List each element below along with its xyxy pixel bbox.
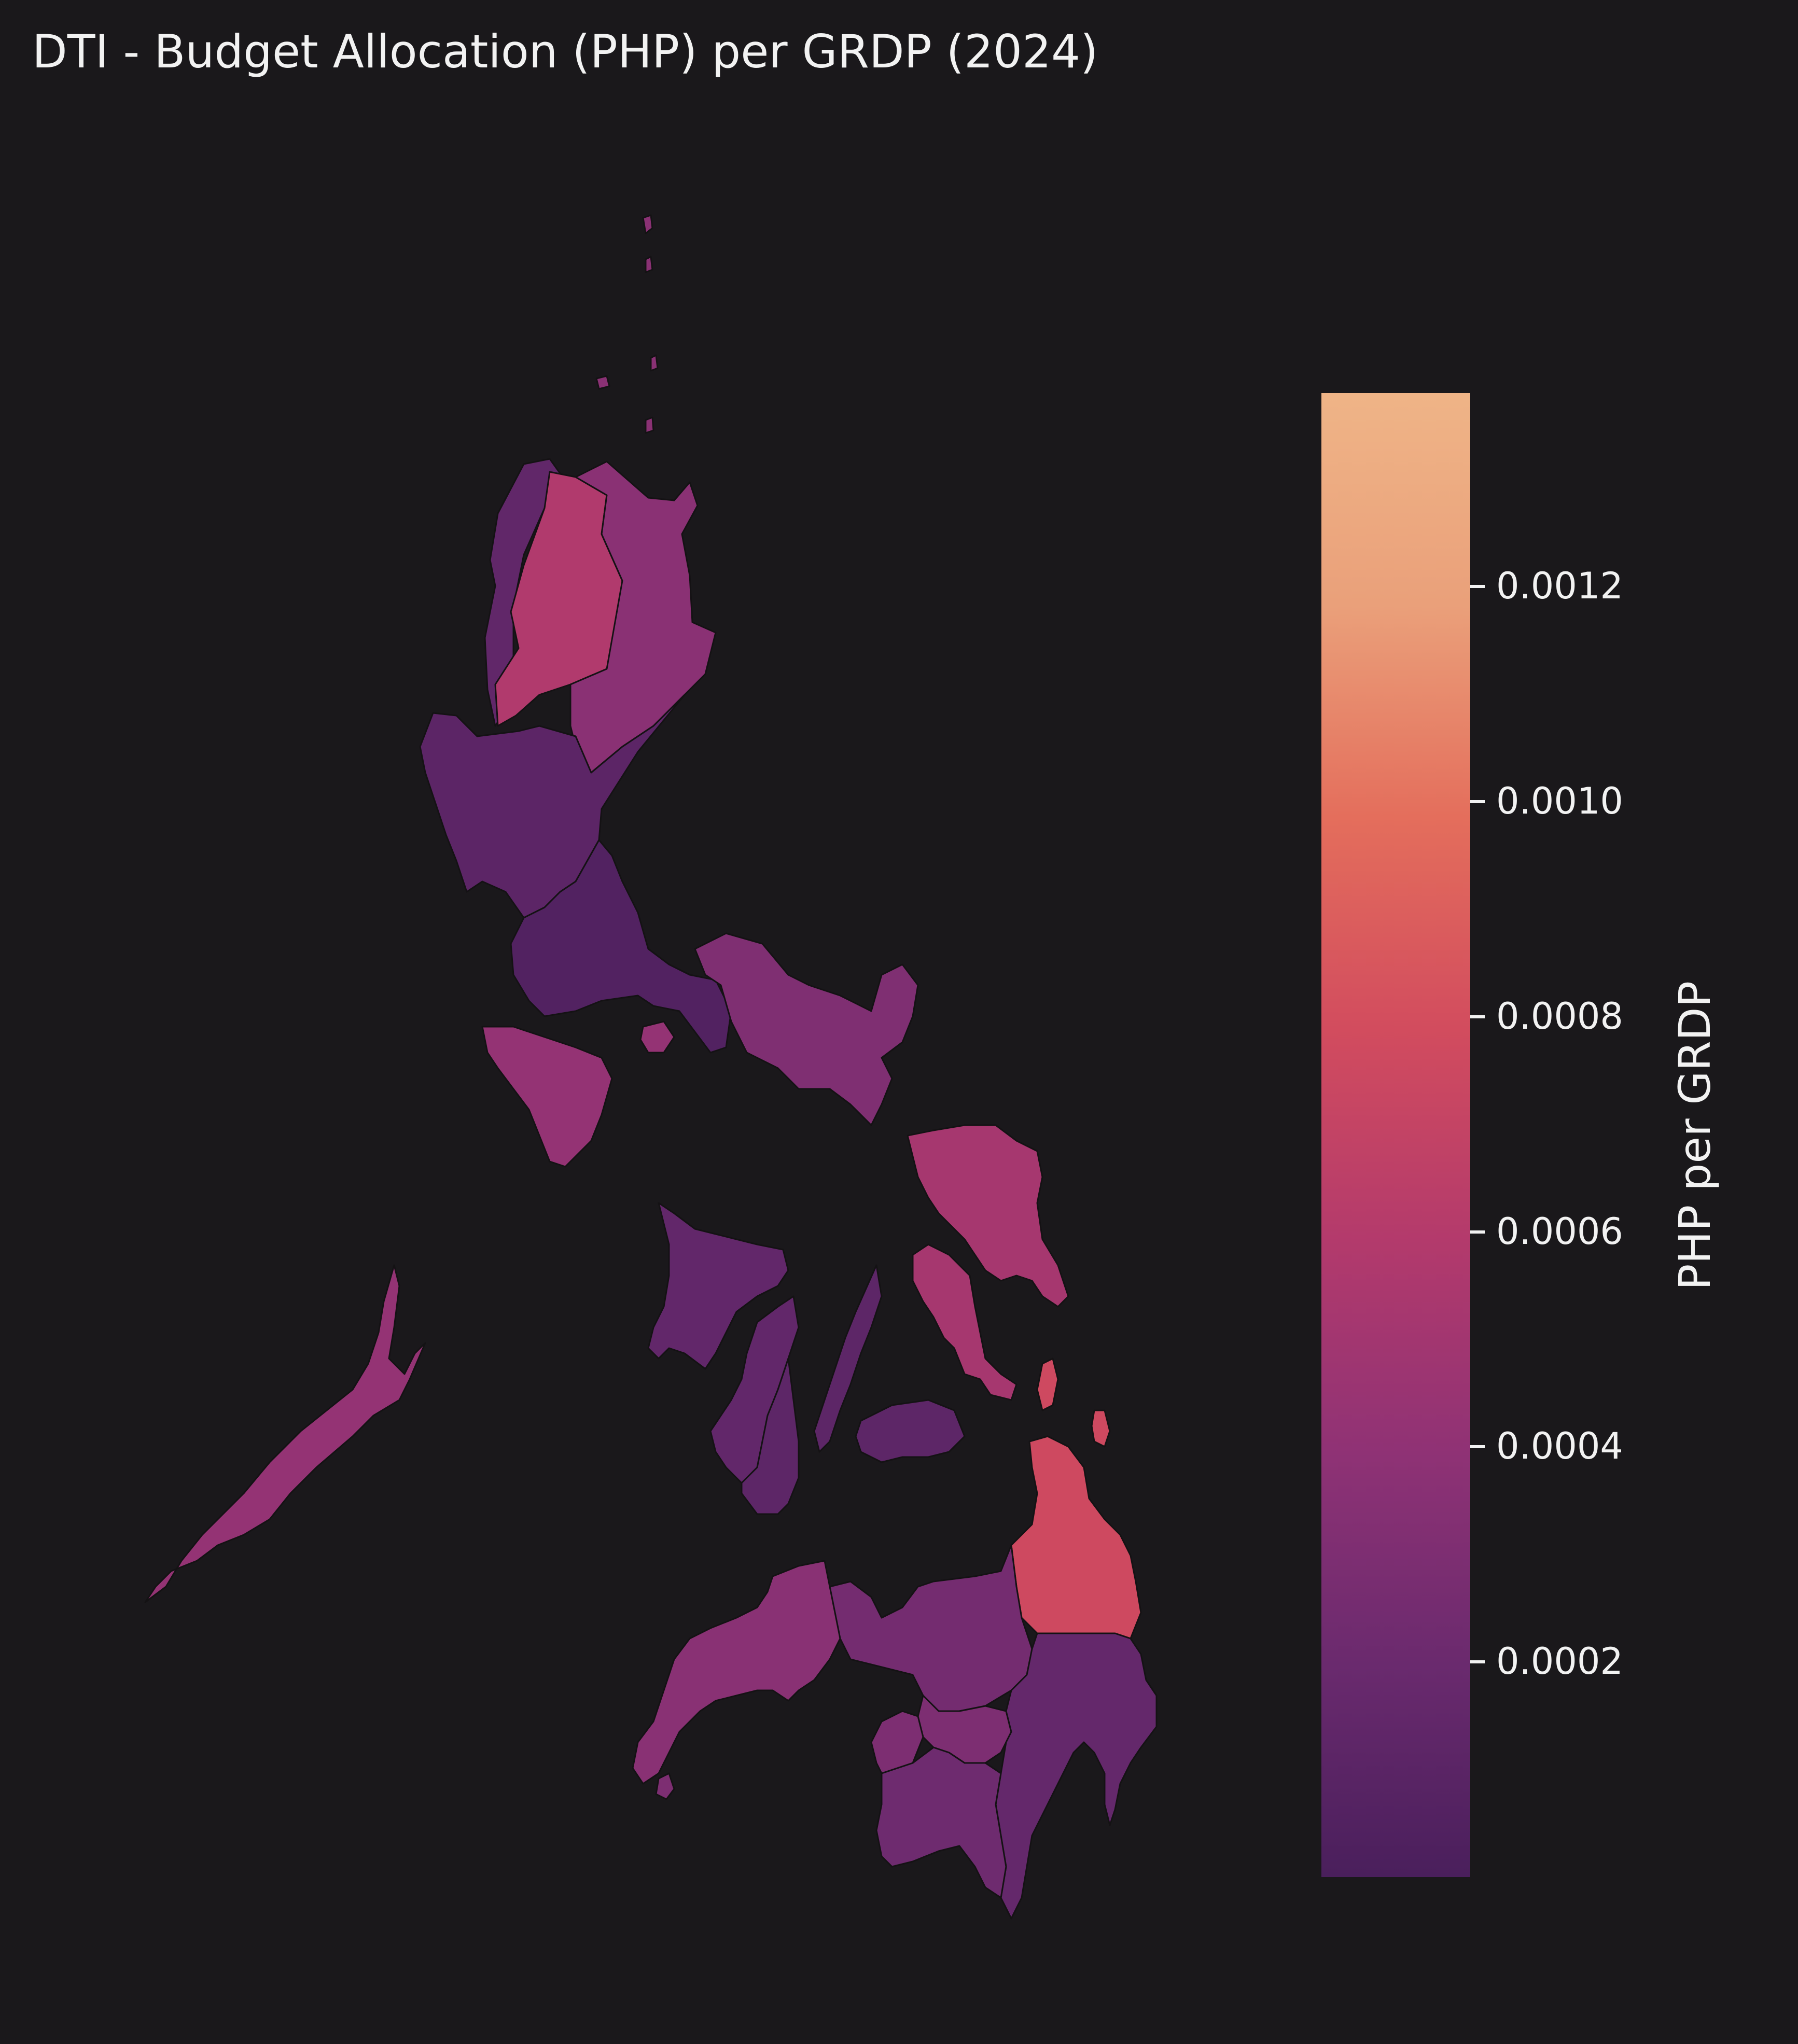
region-eastern-visayas-samar — [907, 1124, 1069, 1308]
colorbar-tick-label: 0.0012 — [1496, 565, 1623, 608]
colorbar: 0.0002 0.0004 0.0006 0.0008 0.0010 0.0012 — [1321, 393, 1623, 1877]
colorbar-tick-mark — [1470, 1015, 1485, 1018]
region-barmm-sulu — [655, 1772, 675, 1800]
colorbar-tick-label: 0.0002 — [1496, 1640, 1623, 1683]
colorbar-tick-mark — [1470, 1445, 1485, 1449]
region-zamboanga — [632, 1560, 841, 1785]
region-caraga-islands — [1036, 1357, 1059, 1411]
colorbar-gradient — [1321, 393, 1470, 1877]
region-central-visayas-cebu — [813, 1264, 883, 1453]
region-central-visayas-negros-oriental — [741, 1357, 800, 1515]
region-cagayan-batanes — [595, 214, 659, 434]
region-central-visayas-bohol — [855, 1399, 966, 1463]
colorbar-tick-mark — [1470, 1660, 1485, 1664]
map-title: DTI - Budget Allocation (PHP) per GRDP (… — [32, 25, 1098, 78]
colorbar-tick-mark — [1470, 1230, 1485, 1234]
region-western-visayas-panay — [647, 1202, 789, 1370]
region-calabarzon — [510, 839, 732, 1054]
region-eastern-visayas-leyte — [912, 1243, 1018, 1401]
region-northern-mindanao — [829, 1544, 1033, 1712]
region-barmm-lanao — [917, 1695, 1012, 1764]
region-mimaropa-mindoro — [481, 1026, 613, 1168]
colorbar-label: PHP per GRDP — [1669, 981, 1720, 1291]
colorbar-tick-mark — [1470, 585, 1485, 589]
region-mimaropa-palawan — [144, 1264, 426, 1603]
region-barmm-maguindanao — [870, 1710, 924, 1774]
region-caraga-siargao — [1091, 1409, 1111, 1448]
colorbar-tick-label: 0.0006 — [1496, 1210, 1623, 1253]
region-mimaropa-marinduque — [639, 1020, 675, 1054]
colorbar-tick-label: 0.0008 — [1496, 995, 1623, 1038]
region-soccsksargen — [875, 1746, 1007, 1899]
region-bicol — [694, 932, 919, 1126]
colorbar-tick-label: 0.0004 — [1496, 1425, 1623, 1468]
colorbar-tick-mark — [1470, 800, 1485, 804]
colorbar-tick-label: 0.0010 — [1496, 780, 1623, 823]
region-caraga — [1010, 1435, 1142, 1640]
